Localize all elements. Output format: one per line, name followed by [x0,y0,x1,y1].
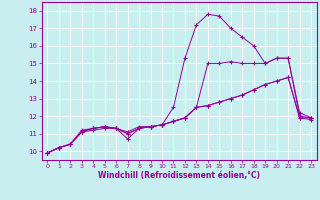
X-axis label: Windchill (Refroidissement éolien,°C): Windchill (Refroidissement éolien,°C) [98,171,260,180]
